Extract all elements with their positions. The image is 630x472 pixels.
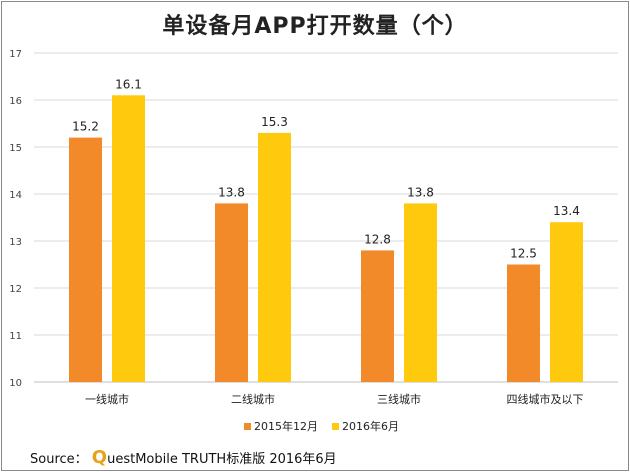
x-tick-label: 一线城市 <box>85 392 129 406</box>
data-label: 16.1 <box>115 77 142 91</box>
chart-title: 单设备月APP打开数量（个） <box>162 14 468 39</box>
data-label: 13.8 <box>407 185 434 199</box>
bar <box>69 137 102 382</box>
bar <box>215 203 248 382</box>
legend-swatch <box>332 423 339 430</box>
data-label: 13.4 <box>553 204 580 218</box>
y-tick-label: 15 <box>9 143 22 154</box>
x-tick-label: 二线城市 <box>231 392 275 406</box>
x-tick-label: 三线城市 <box>377 392 421 406</box>
legend-label: 2016年6月 <box>342 419 399 433</box>
legend-label: 2015年12月 <box>254 419 318 433</box>
source-label: Source： <box>30 452 88 467</box>
data-label: 13.8 <box>218 185 245 199</box>
legend-swatch <box>244 423 251 430</box>
y-tick-label: 13 <box>9 237 22 248</box>
y-tick-label: 17 <box>9 49 22 60</box>
source-note: Source： QuestMobile TRUTH标准版 2016年6月 <box>30 447 337 468</box>
source-text: uestMobile TRUTH标准版 2016年6月 <box>107 452 337 467</box>
y-tick-label: 10 <box>9 378 22 389</box>
bar <box>361 250 394 382</box>
data-label: 12.8 <box>364 232 391 246</box>
y-tick-label: 11 <box>9 331 22 342</box>
y-tick-label: 14 <box>9 190 22 201</box>
y-tick-label: 16 <box>9 96 22 107</box>
bar <box>550 222 583 382</box>
bar <box>112 95 145 383</box>
questmobile-logo-letter: Q <box>91 447 108 468</box>
data-label: 15.2 <box>72 120 99 134</box>
bar <box>404 203 437 382</box>
data-label: 12.5 <box>510 247 537 261</box>
y-tick-label: 12 <box>9 284 22 295</box>
data-label: 15.3 <box>261 115 288 129</box>
bar <box>507 264 540 382</box>
x-tick-label: 四线城市及以下 <box>507 392 584 406</box>
bar <box>258 132 291 382</box>
